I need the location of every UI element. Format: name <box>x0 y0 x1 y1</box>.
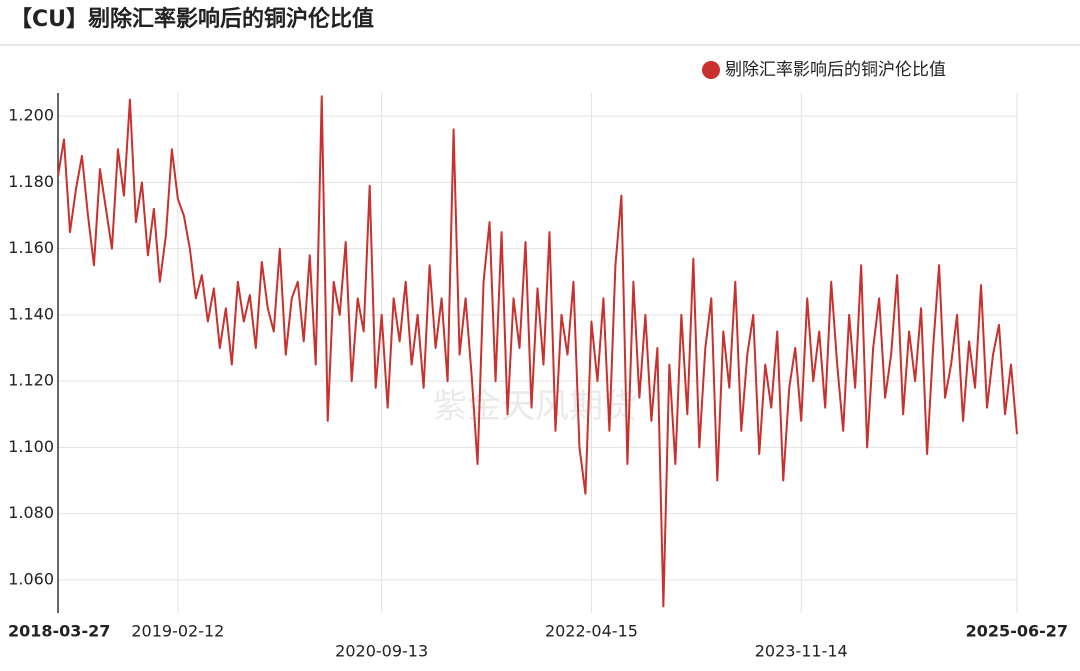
y-tick-label: 1.180 <box>8 172 54 191</box>
chart-title: 【CU】剔除汇率影响后的铜沪伦比值 <box>10 6 374 32</box>
x-tick-label: 2020-09-13 <box>335 642 428 661</box>
y-tick-label: 1.120 <box>8 371 54 390</box>
y-tick-label: 1.080 <box>8 503 54 522</box>
y-tick-label: 1.140 <box>8 304 54 323</box>
legend-label: 剔除汇率影响后的铜沪伦比值 <box>725 60 946 80</box>
legend-marker <box>702 61 720 79</box>
x-tick-label: 2019-02-12 <box>131 622 224 641</box>
y-tick-label: 1.160 <box>8 238 54 257</box>
x-tick-label: 2018-03-27 <box>8 622 110 641</box>
y-tick-label: 1.060 <box>8 569 54 588</box>
y-tick-label: 1.200 <box>8 106 54 125</box>
x-tick-label: 2023-11-14 <box>755 642 848 661</box>
x-tick-label: 2025-06-27 <box>966 622 1068 641</box>
x-tick-label: 2022-04-15 <box>545 622 638 641</box>
watermark: 紫金天风期货 <box>433 387 637 427</box>
data-line <box>57 95 1018 608</box>
y-tick-label: 1.100 <box>8 437 54 456</box>
